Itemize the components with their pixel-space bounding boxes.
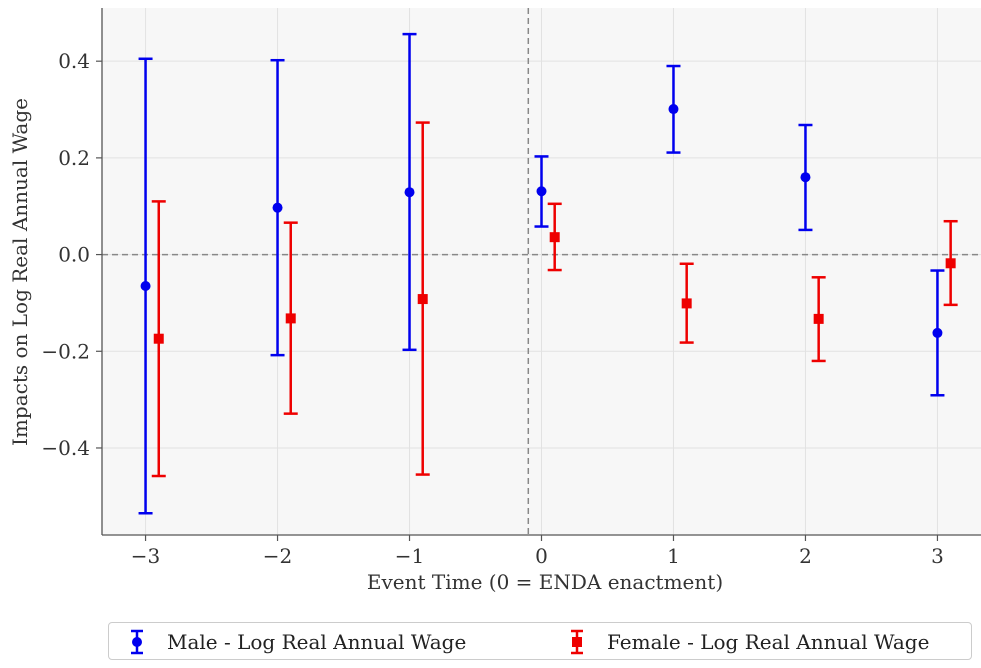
- data-point: [536, 186, 547, 197]
- series-layer: [138, 32, 958, 515]
- y-tick-label: 0.2: [58, 146, 90, 170]
- legend-item-female: Female - Log Real Annual Wage: [565, 623, 929, 661]
- legend: Male - Log Real Annual Wage Female - Log…: [108, 622, 972, 660]
- data-point: [404, 187, 415, 198]
- legend-label-male: Male - Log Real Annual Wage: [167, 630, 467, 654]
- data-point: [813, 313, 824, 324]
- legend-label-female: Female - Log Real Annual Wage: [607, 630, 930, 654]
- data-point: [549, 232, 560, 243]
- y-tick-label: −0.2: [41, 339, 90, 363]
- y-tick-label: −0.4: [41, 436, 90, 460]
- data-point: [681, 298, 692, 309]
- y-tick-label: 0.4: [58, 49, 90, 73]
- x-tick-label: 3: [931, 544, 944, 568]
- data-point: [945, 258, 956, 269]
- data-point: [417, 294, 428, 305]
- x-tick-label: 1: [667, 544, 680, 568]
- series-circle: [138, 32, 945, 515]
- data-point: [272, 202, 283, 213]
- x-axis-label: Event Time (0 = ENDA enactment): [367, 570, 723, 594]
- data-point: [932, 327, 943, 338]
- y-tick-label: 0.0: [58, 243, 90, 267]
- y-axis-label: Impacts on Log Real Annual Wage: [8, 98, 32, 446]
- legend-item-male: Male - Log Real Annual Wage: [125, 623, 466, 661]
- reference-lines: [102, 8, 981, 535]
- legend-male-marker-icon: [131, 629, 143, 655]
- ticks: −3 −2 −1 0 1 2 3 −0.4 −0.2 0.0 0.2 0.4: [41, 49, 943, 568]
- data-point: [285, 313, 296, 324]
- data-point: [140, 281, 151, 292]
- x-tick-label: 0: [535, 544, 548, 568]
- x-tick-label: −2: [263, 544, 292, 568]
- data-point: [153, 333, 164, 344]
- legend-female-marker-icon: [571, 629, 583, 655]
- x-tick-label: −1: [395, 544, 424, 568]
- x-tick-label: −3: [131, 544, 160, 568]
- series-square: [151, 121, 958, 478]
- data-point: [668, 104, 679, 115]
- x-tick-label: 2: [799, 544, 812, 568]
- data-point: [800, 172, 811, 183]
